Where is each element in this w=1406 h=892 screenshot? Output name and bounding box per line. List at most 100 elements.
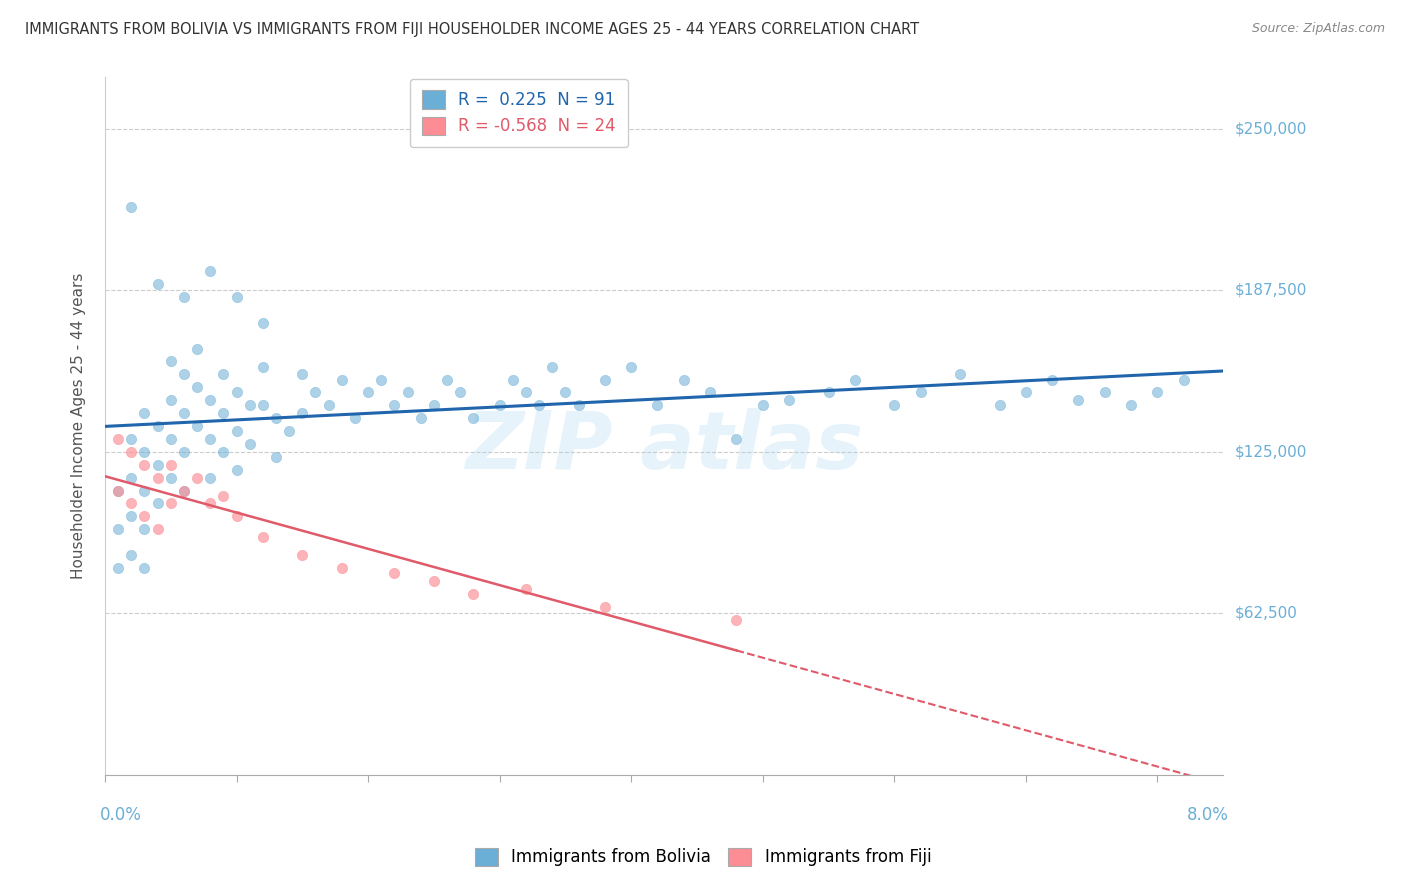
Point bbox=[647, 398, 669, 412]
Point bbox=[200, 432, 222, 446]
Point bbox=[134, 509, 156, 524]
Point bbox=[252, 316, 274, 330]
Point bbox=[672, 372, 695, 386]
Point bbox=[541, 359, 564, 374]
Point bbox=[751, 398, 773, 412]
Point bbox=[423, 574, 446, 588]
Point bbox=[159, 393, 181, 408]
Point bbox=[212, 406, 235, 420]
Point bbox=[817, 385, 839, 400]
Point bbox=[173, 290, 195, 304]
Point bbox=[883, 398, 905, 412]
Point bbox=[502, 372, 524, 386]
Point bbox=[120, 432, 142, 446]
Point bbox=[515, 582, 537, 596]
Point bbox=[291, 406, 314, 420]
Point bbox=[844, 372, 866, 386]
Point bbox=[515, 385, 537, 400]
Y-axis label: Householder Income Ages 25 - 44 years: Householder Income Ages 25 - 44 years bbox=[72, 273, 86, 579]
Text: $250,000: $250,000 bbox=[1234, 121, 1306, 136]
Point bbox=[134, 458, 156, 472]
Point bbox=[370, 372, 392, 386]
Point bbox=[357, 385, 380, 400]
Point bbox=[186, 380, 208, 394]
Point bbox=[436, 372, 458, 386]
Point bbox=[699, 385, 721, 400]
Point bbox=[173, 483, 195, 498]
Point bbox=[330, 372, 353, 386]
Point bbox=[343, 411, 366, 425]
Point bbox=[134, 483, 156, 498]
Text: 0.0%: 0.0% bbox=[100, 806, 141, 824]
Point bbox=[291, 548, 314, 562]
Point bbox=[120, 445, 142, 459]
Text: ZIP atlas: ZIP atlas bbox=[465, 408, 863, 486]
Point bbox=[186, 470, 208, 484]
Point bbox=[910, 385, 932, 400]
Point bbox=[252, 530, 274, 544]
Point bbox=[449, 385, 471, 400]
Point bbox=[463, 411, 485, 425]
Point bbox=[225, 424, 247, 438]
Point bbox=[186, 419, 208, 434]
Point bbox=[173, 368, 195, 382]
Point bbox=[1146, 385, 1168, 400]
Point bbox=[120, 496, 142, 510]
Point bbox=[318, 398, 340, 412]
Point bbox=[396, 385, 419, 400]
Point bbox=[264, 450, 287, 464]
Point bbox=[134, 561, 156, 575]
Point bbox=[120, 200, 142, 214]
Point bbox=[200, 470, 222, 484]
Point bbox=[146, 470, 169, 484]
Text: IMMIGRANTS FROM BOLIVIA VS IMMIGRANTS FROM FIJI HOUSEHOLDER INCOME AGES 25 - 44 : IMMIGRANTS FROM BOLIVIA VS IMMIGRANTS FR… bbox=[25, 22, 920, 37]
Point bbox=[409, 411, 432, 425]
Point bbox=[225, 509, 247, 524]
Point bbox=[291, 368, 314, 382]
Point bbox=[107, 483, 129, 498]
Point bbox=[134, 445, 156, 459]
Point bbox=[239, 437, 262, 451]
Point bbox=[988, 398, 1011, 412]
Point bbox=[146, 458, 169, 472]
Point bbox=[159, 458, 181, 472]
Point bbox=[949, 368, 972, 382]
Point bbox=[159, 470, 181, 484]
Point bbox=[304, 385, 326, 400]
Point bbox=[567, 398, 589, 412]
Point bbox=[593, 599, 616, 614]
Point bbox=[225, 385, 247, 400]
Point bbox=[278, 424, 301, 438]
Point bbox=[212, 445, 235, 459]
Point bbox=[120, 548, 142, 562]
Point bbox=[554, 385, 576, 400]
Point bbox=[173, 483, 195, 498]
Point bbox=[225, 290, 247, 304]
Point bbox=[252, 398, 274, 412]
Point bbox=[120, 509, 142, 524]
Text: $62,500: $62,500 bbox=[1234, 606, 1298, 621]
Point bbox=[173, 445, 195, 459]
Point bbox=[212, 368, 235, 382]
Point bbox=[463, 587, 485, 601]
Point bbox=[212, 489, 235, 503]
Point bbox=[252, 359, 274, 374]
Legend: R =  0.225  N = 91, R = -0.568  N = 24: R = 0.225 N = 91, R = -0.568 N = 24 bbox=[411, 78, 627, 147]
Point bbox=[159, 354, 181, 368]
Point bbox=[488, 398, 510, 412]
Point bbox=[200, 264, 222, 278]
Point bbox=[620, 359, 643, 374]
Point bbox=[159, 432, 181, 446]
Point bbox=[146, 496, 169, 510]
Point bbox=[146, 419, 169, 434]
Point bbox=[1040, 372, 1063, 386]
Point bbox=[1094, 385, 1116, 400]
Point bbox=[134, 522, 156, 536]
Point bbox=[186, 342, 208, 356]
Point bbox=[225, 463, 247, 477]
Point bbox=[1015, 385, 1038, 400]
Point bbox=[200, 496, 222, 510]
Point bbox=[200, 393, 222, 408]
Point bbox=[120, 470, 142, 484]
Point bbox=[107, 522, 129, 536]
